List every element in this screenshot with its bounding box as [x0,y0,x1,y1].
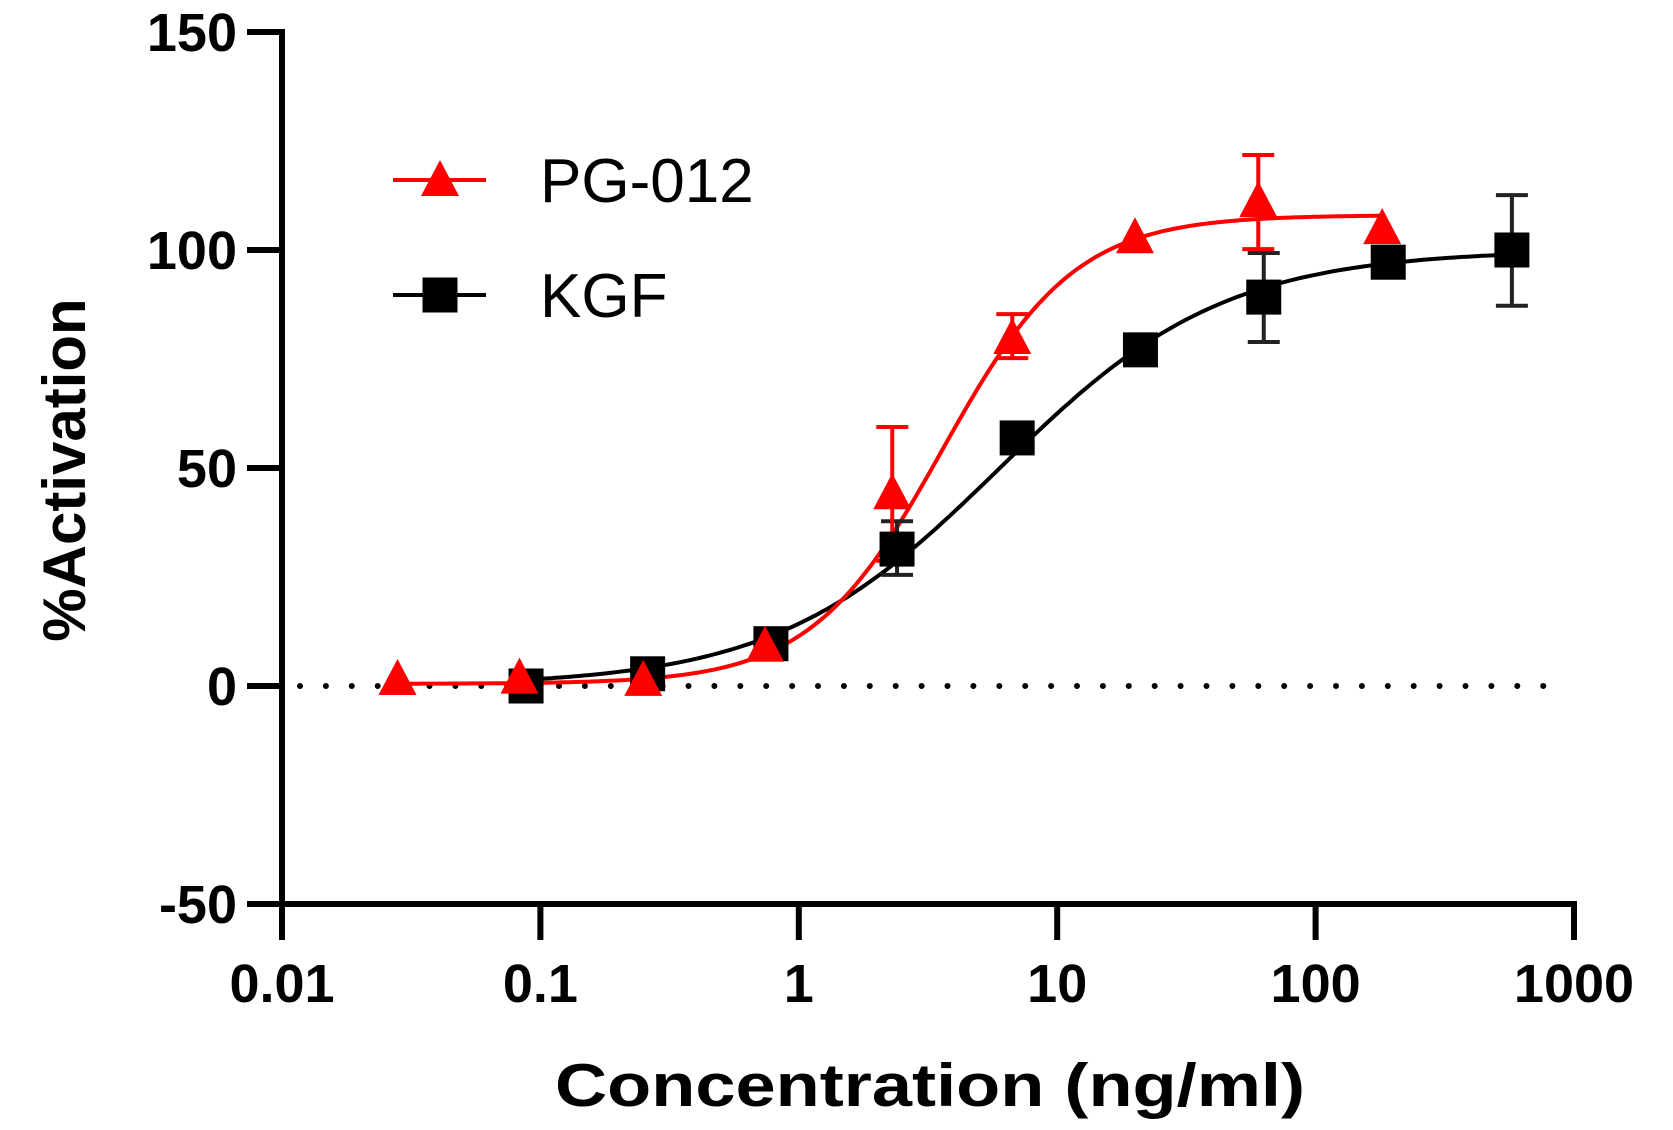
data-point-pg-012 [873,473,912,510]
data-point-kgf [999,420,1035,456]
legend-marker-square-icon [422,277,458,313]
data-point-pg-012 [500,657,539,694]
x-tick-label: 1000 [1514,954,1634,1014]
data-point-pg-012 [1115,217,1154,254]
data-point-kgf [1370,244,1406,280]
y-tick-label: -50 [159,875,237,935]
y-tick-label: 100 [147,221,237,281]
data-point-pg-012 [378,658,417,695]
legend-entry-kgf: KGF [393,262,667,331]
data-point-kgf [1494,232,1530,268]
y-tick-label: 150 [147,3,237,63]
fit-curve-kgf [525,252,1512,682]
legend-marker-triangle-icon [421,160,459,196]
data-point-pg-012 [993,317,1032,354]
data-point-pg-012 [746,625,785,662]
x-tick-label: 100 [1271,954,1361,1014]
x-tick-label: 0.1 [503,954,578,1014]
data-point-kgf [879,531,915,567]
axes: -50 0 50 100 150 0.01 0.1 1 10 100 1000 [147,3,1634,1014]
data-point-pg-012 [624,659,663,696]
legend: PG-012 KGF [393,147,754,331]
data-markers [378,181,1530,704]
legend-label: PG-012 [540,147,754,216]
y-tick-label: 0 [207,657,237,717]
x-tick-label: 10 [1027,954,1087,1014]
data-point-pg-012 [1363,208,1402,245]
legend-entry-pg-012: PG-012 [393,147,754,216]
x-tick-label: 1 [784,954,814,1014]
legend-label: KGF [540,262,667,331]
x-axis-title: Concentration (ng/ml) [555,1052,1305,1119]
x-tick-label: 0.01 [229,954,334,1014]
data-point-kgf [1122,332,1158,368]
y-axis-title: %Activation [31,298,98,641]
data-point-pg-012 [1239,181,1278,218]
error-bars [876,152,1528,577]
y-tick-label: 50 [177,439,237,499]
data-point-kgf [1246,279,1282,315]
